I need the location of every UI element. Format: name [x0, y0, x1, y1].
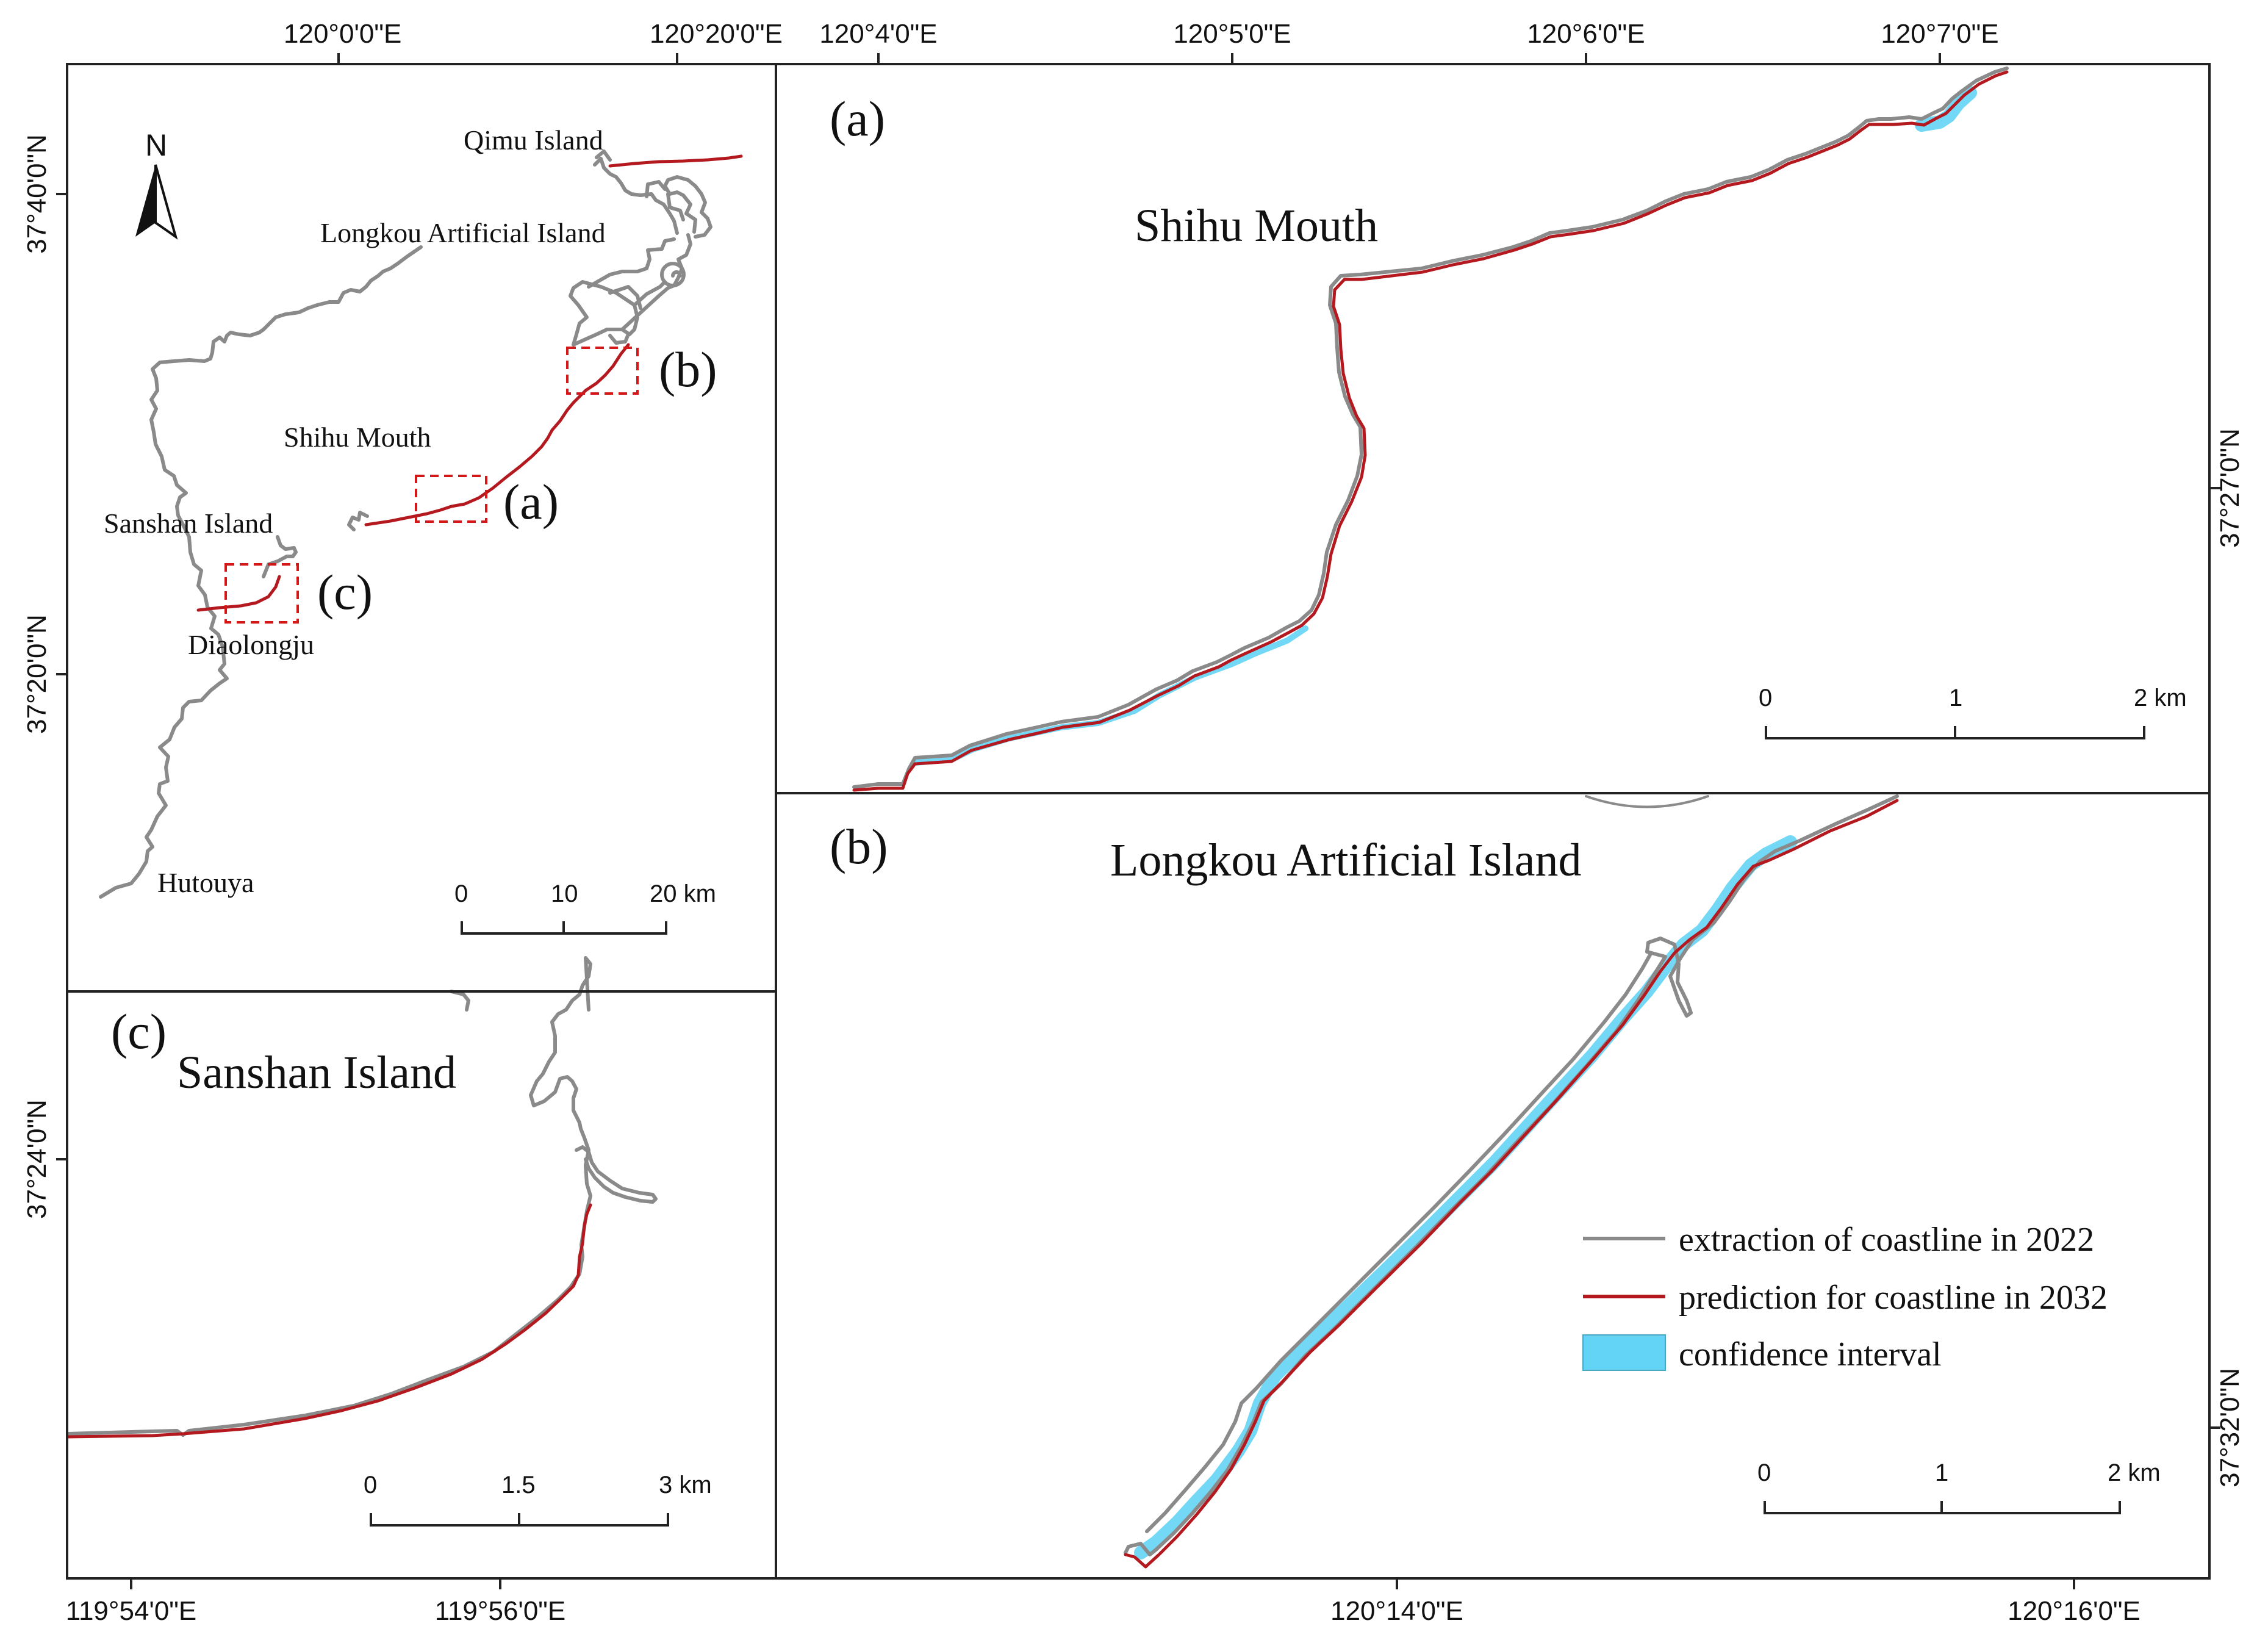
label-longkou-artificial-island: Longkou Artificial Island — [320, 217, 606, 248]
legend: extraction of coastline in 2022 predicti… — [1582, 1221, 2108, 1373]
overview-shihu-inlet — [347, 511, 369, 531]
panel-a-title: Shihu Mouth — [1135, 200, 1378, 251]
panel-a-scale-bar: 0 1 2 km — [1759, 685, 2187, 739]
panel-b-scale-bar: 0 1 2 km — [1757, 1459, 2161, 1514]
panel-c-scale-label-1: 1.5 — [501, 1472, 536, 1498]
tick-marks — [56, 53, 2220, 1589]
panel-b-circle-edge — [1585, 795, 1709, 808]
panel-a-lon-tick-0: 120°4'0"E — [819, 19, 937, 49]
panel-a-lon-tick-1: 120°5'0"E — [1173, 19, 1291, 49]
overview-scale-label-0: 0 — [454, 880, 468, 907]
overview-prediction-longkou — [572, 343, 630, 405]
extent-label-a: (a) — [503, 474, 559, 530]
panel-b-scale-label-2: 2 km — [2108, 1459, 2161, 1486]
panel-c-sanshan-island: (c) Sanshan Island 0 1.5 3 km — [66, 956, 712, 1527]
panel-c-lat-tick: 37°24'0"N — [22, 1099, 52, 1219]
panel-c-island-outline — [575, 1145, 658, 1204]
panel-c-lon-tick-1: 119°56'0"E — [435, 1596, 566, 1626]
extent-label-b: (b) — [659, 342, 717, 397]
panel-c-letter: (c) — [111, 1004, 167, 1059]
panel-b-longkou-artificial-island: (b) Longkou Artificial Island extraction… — [830, 794, 2161, 1569]
panel-a-prediction-2032 — [852, 70, 2009, 792]
overview-prediction-sanshan — [196, 575, 281, 612]
legend-confidence-swatch — [1582, 1334, 1666, 1371]
overview-scale-label-1: 10 — [551, 880, 578, 907]
panel-b-lon-tick-0: 120°14'0"E — [1330, 1596, 1463, 1626]
panel-a-scale-label-0: 0 — [1759, 685, 1772, 711]
panel-a-lon-tick-3: 120°7'0"E — [1881, 19, 1998, 49]
panel-c-prediction-2032 — [66, 1203, 592, 1439]
label-hutouya: Hutouya — [157, 867, 254, 898]
overview-lat-tick-1: 37°20'0"N — [22, 614, 52, 734]
overview-panel: N Qimu Island Longkou Artificial Island … — [99, 124, 743, 935]
legend-confidence-label: confidence interval — [1679, 1336, 1942, 1373]
overview-prediction-qimu — [608, 154, 743, 168]
extent-box-a — [415, 475, 487, 523]
overview-lat-tick-0: 37°40'0"N — [22, 134, 52, 254]
panel-a-lat-tick: 37°27'0"N — [2215, 428, 2245, 548]
overview-coastline-2022 — [99, 245, 423, 899]
overview-lon-tick-1: 120°20'0"E — [650, 19, 783, 49]
panel-c-inlet — [450, 990, 470, 1012]
extent-box-b — [566, 347, 639, 395]
panel-b-letter: (b) — [830, 819, 888, 874]
panel-b-coastline-2022 — [1124, 794, 1899, 1556]
label-qimu-island: Qimu Island — [464, 124, 603, 156]
panel-b-prediction-2032 — [1124, 799, 1899, 1569]
panel-frames — [66, 63, 2211, 1580]
overview-lon-tick-0: 120°0'0"E — [284, 19, 401, 49]
label-shihu-mouth: Shihu Mouth — [284, 422, 431, 453]
panel-c-scale-label-0: 0 — [364, 1472, 377, 1498]
panel-a-coastline-2022 — [852, 67, 2009, 789]
legend-prediction-label: prediction for coastline in 2032 — [1679, 1279, 2108, 1317]
overview-scale-label-2: 20 km — [650, 880, 716, 907]
panel-b-title: Longkou Artificial Island — [1110, 835, 1582, 886]
panel-c-scale-bar: 0 1.5 3 km — [364, 1472, 712, 1527]
overview-scale-bar: 0 10 20 km — [454, 880, 716, 935]
panel-b-lat-tick: 37°32'0"N — [2215, 1368, 2245, 1487]
extent-box-c — [224, 563, 299, 624]
panel-b-coastline-2022-outer — [1145, 953, 1652, 1533]
extent-label-c: (c) — [317, 564, 373, 620]
panel-a-shihu-mouth: (a) Shihu Mouth 0 1 2 km — [830, 67, 2187, 792]
panel-a-lon-tick-2: 120°6'0"E — [1527, 19, 1645, 49]
panel-c-scale-label-2: 3 km — [659, 1472, 712, 1498]
panel-b-scale-label-1: 1 — [1935, 1459, 1948, 1486]
panel-c-coastline-2022 — [66, 956, 592, 1437]
panel-a-confidence-interval — [1915, 86, 1977, 132]
label-sanshan-island: Sanshan Island — [104, 508, 273, 539]
panel-a-scale-label-2: 2 km — [2134, 685, 2187, 711]
north-arrow-icon — [135, 164, 178, 240]
north-label: N — [145, 128, 167, 162]
panel-b-confidence-interval — [1134, 835, 1797, 1559]
panel-a-letter: (a) — [830, 91, 885, 146]
overview-prediction-shihu — [364, 401, 575, 527]
legend-extraction-label: extraction of coastline in 2022 — [1679, 1221, 2094, 1259]
panel-a-scale-label-1: 1 — [1949, 685, 1962, 711]
overview-sanshan-bump — [262, 535, 298, 578]
label-diaolongju: Diaolongju — [188, 629, 314, 660]
panel-c-title: Sanshan Island — [177, 1047, 456, 1098]
panel-b-lon-tick-1: 120°16'0"E — [2008, 1596, 2141, 1626]
panel-c-lon-tick-0: 119°54'0"E — [66, 1596, 197, 1626]
panel-b-scale-label-0: 0 — [1757, 1459, 1771, 1486]
overview-longkou-island-complex — [569, 149, 712, 347]
